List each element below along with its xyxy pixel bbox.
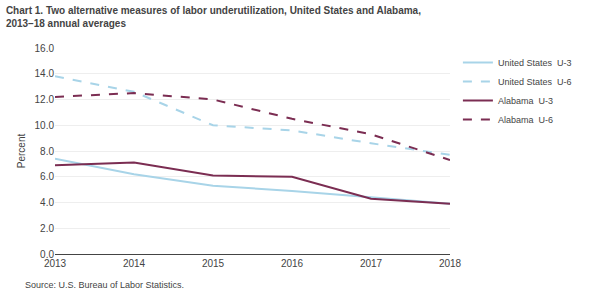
svg-text:Alabama U-6: Alabama U-6	[498, 115, 553, 125]
svg-text:2013: 2013	[44, 258, 67, 269]
svg-text:0.0: 0.0	[40, 249, 54, 260]
svg-text:14.0: 14.0	[35, 68, 55, 79]
svg-text:Percent: Percent	[16, 134, 27, 169]
svg-text:United States U-3: United States U-3	[498, 58, 572, 68]
svg-text:12.0: 12.0	[35, 94, 55, 105]
svg-text:16.0: 16.0	[35, 43, 55, 54]
svg-text:2014: 2014	[123, 258, 146, 269]
svg-text:8.0: 8.0	[40, 146, 54, 157]
svg-text:2016: 2016	[281, 258, 304, 269]
svg-text:Chart 1. Two alternative measu: Chart 1. Two alternative measures of lab…	[6, 5, 421, 29]
svg-text:United States U-6: United States U-6	[498, 77, 572, 87]
svg-text:Alabama U-3: Alabama U-3	[498, 96, 553, 106]
svg-text:4.0: 4.0	[40, 197, 54, 208]
svg-text:2015: 2015	[202, 258, 225, 269]
svg-text:10.0: 10.0	[35, 120, 55, 131]
svg-text:2017: 2017	[360, 258, 383, 269]
svg-text:2.0: 2.0	[40, 223, 54, 234]
svg-text:6.0: 6.0	[40, 171, 54, 182]
svg-text:Source: U.S. Bureau of Labor S: Source: U.S. Bureau of Labor Statistics.	[25, 280, 184, 290]
svg-text:2018: 2018	[439, 258, 462, 269]
